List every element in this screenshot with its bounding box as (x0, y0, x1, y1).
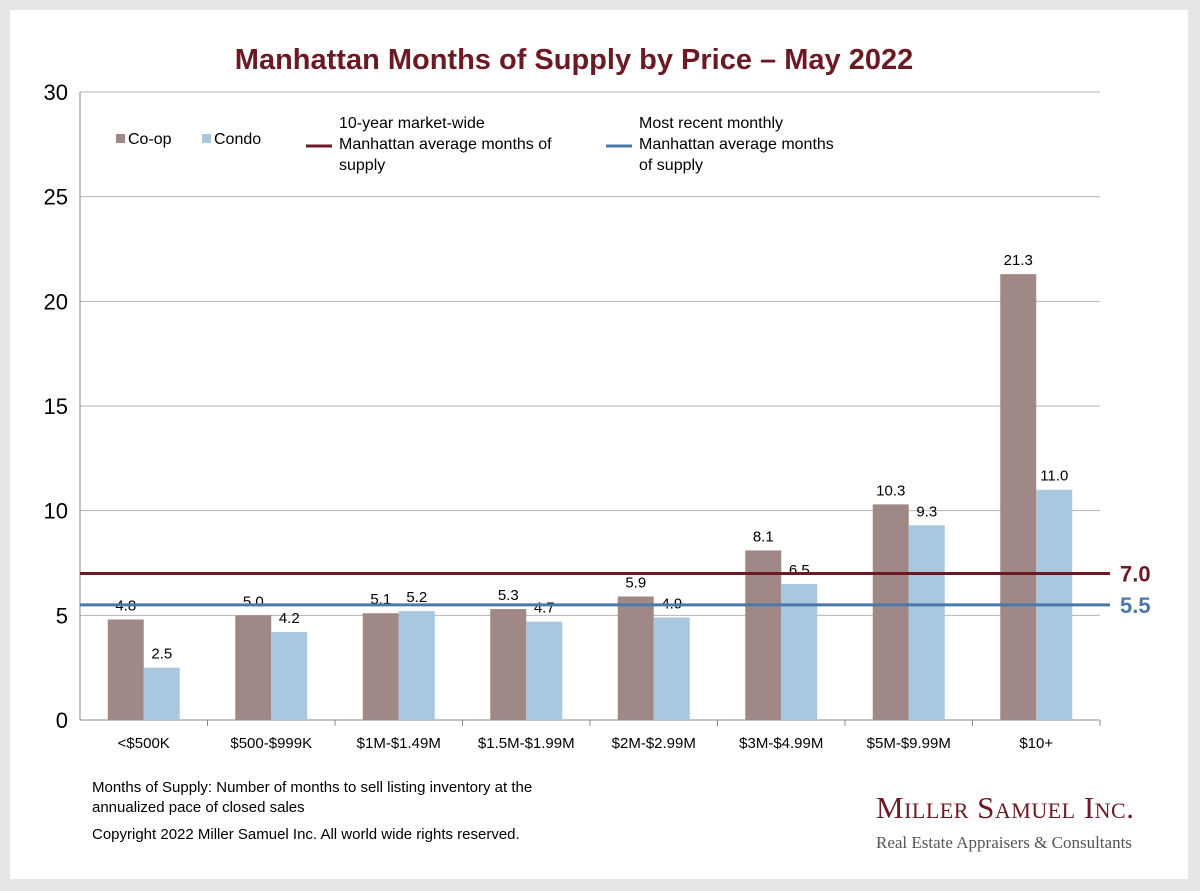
bar-condo (653, 617, 690, 720)
x-tick-label: $5M-$9.99M (867, 735, 951, 752)
data-label: 4.7 (534, 600, 555, 617)
data-label: 21.3 (1004, 252, 1033, 269)
legend-swatch (202, 134, 211, 143)
legend-label: Most recent monthly Manhattan average mon… (639, 115, 834, 174)
data-label: 2.5 (151, 646, 172, 663)
bar-condo (908, 525, 945, 720)
y-tick-label: 25 (44, 185, 68, 210)
bar-co-op (1000, 274, 1037, 720)
bar-condo (271, 632, 308, 720)
bar-co-op (490, 609, 527, 720)
y-tick-label: 5 (56, 603, 68, 628)
x-tick-label: $10+ (1019, 735, 1053, 752)
bar-co-op (235, 615, 272, 720)
data-label: 4.2 (279, 610, 300, 627)
y-tick-label: 0 (56, 708, 68, 733)
legend-label: Co-op (128, 131, 172, 148)
data-label: 5.9 (625, 574, 646, 591)
data-label: 5.3 (498, 587, 519, 604)
data-label: 8.1 (753, 528, 774, 545)
bar-co-op (745, 550, 782, 720)
y-tick-label: 20 (44, 289, 68, 314)
chart-card: Manhattan Months of Supply by Price – Ma… (10, 10, 1188, 879)
x-tick-label: $3M-$4.99M (739, 735, 823, 752)
y-tick-label: 30 (44, 80, 68, 105)
legend-swatch (116, 134, 125, 143)
bar-condo (398, 611, 435, 720)
legend-label: 10-year market-wide Manhattan average mon… (339, 115, 552, 174)
x-tick-label: $1.5M-$1.99M (478, 735, 575, 752)
brand-logo-tagline: Real Estate Appraisers & Consultants (876, 833, 1132, 852)
bar-co-op (617, 596, 654, 720)
brand-logo-name: Miller Samuel Inc. (876, 790, 1135, 825)
legend-label: Condo (214, 131, 261, 148)
footnote-copyright: Copyright 2022 Miller Samuel Inc. All wo… (92, 826, 520, 843)
x-tick-label: $2M-$2.99M (612, 735, 696, 752)
reference-line-value: 7.0 (1120, 561, 1151, 586)
bar-condo (143, 667, 180, 720)
data-label: 11.0 (1040, 468, 1068, 485)
reference-line-value: 5.5 (1120, 593, 1151, 618)
bar-condo (781, 583, 818, 720)
data-label: 5.0 (243, 593, 264, 610)
x-tick-label: $500-$999K (230, 735, 312, 752)
x-tick-label: <$500K (118, 735, 170, 752)
y-tick-label: 10 (44, 499, 68, 524)
data-label: 5.2 (406, 589, 427, 606)
footnote-definition: Months of Supply: Number of months to se… (92, 779, 533, 816)
y-tick-label: 15 (44, 394, 68, 419)
bar-co-op (362, 613, 399, 720)
data-label: 9.3 (916, 503, 937, 520)
x-tick-label: $1M-$1.49M (357, 735, 441, 752)
data-label: 6.5 (789, 562, 810, 579)
bar-condo (526, 621, 563, 720)
data-label: 10.3 (876, 482, 905, 499)
bar-co-op (107, 619, 144, 720)
bar-chart: 051015202530<$500K4.82.5$500-$999K5.04.2… (44, 80, 1151, 752)
chart-title: Manhattan Months of Supply by Price – Ma… (234, 44, 914, 76)
bar-co-op (872, 504, 909, 720)
